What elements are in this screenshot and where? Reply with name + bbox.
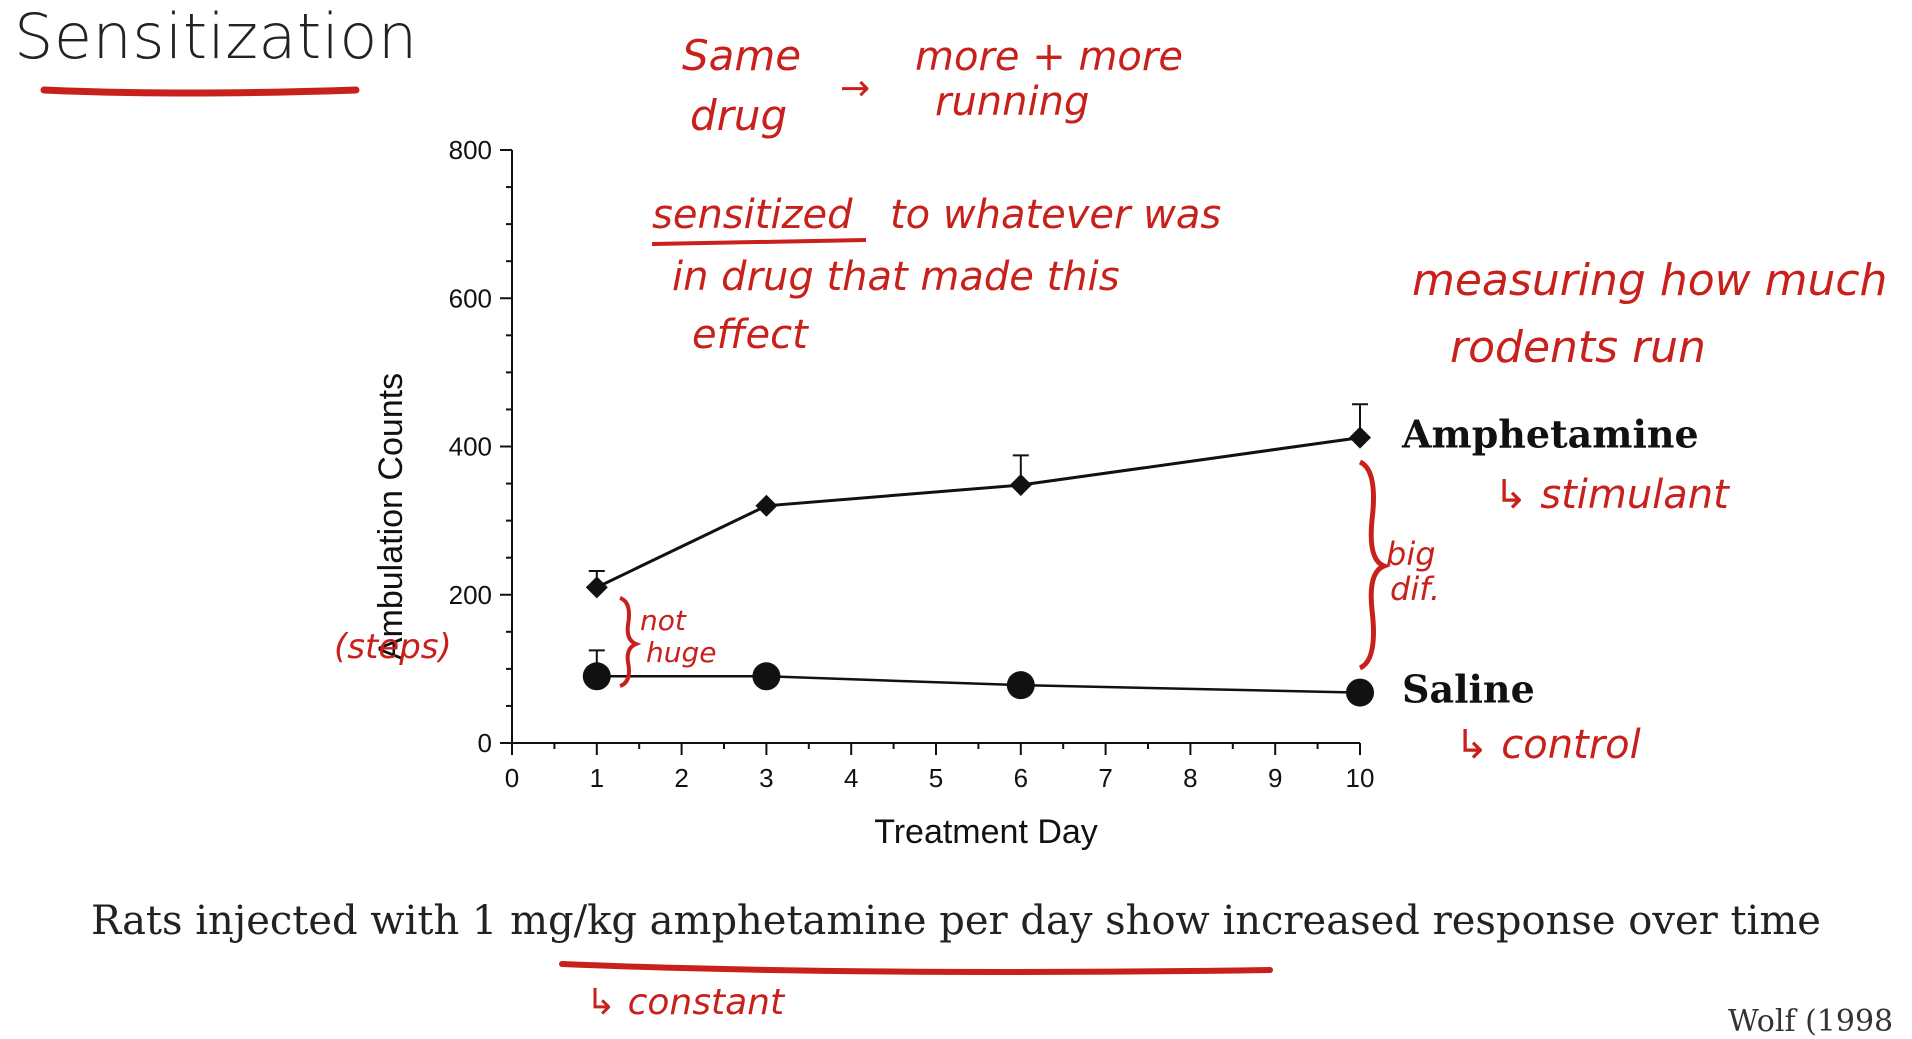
note-running: running <box>935 79 1089 125</box>
chart-caption: Rats injected with 1 mg/kg amphetamine p… <box>91 898 1821 944</box>
sensitized-underline <box>651 238 867 246</box>
x-tick-label: 0 <box>505 763 519 793</box>
y-tick-label: 400 <box>449 432 492 462</box>
y-tick-label: 0 <box>478 728 492 758</box>
x-tick-label: 9 <box>1268 763 1282 793</box>
x-tick-label: 3 <box>759 763 773 793</box>
y-tick-label: 200 <box>449 580 492 610</box>
big-diff-brace <box>1358 459 1392 671</box>
saline-series-label: Saline <box>1402 667 1535 712</box>
note-constant: ↳ constant <box>586 982 786 1023</box>
chart-axes: 0 200 400 600 800 0 1 2 3 4 5 6 7 8 9 10 Treatment Day Am… <box>372 135 1374 851</box>
note-steps: (steps) <box>334 627 452 667</box>
x-tick-label: 4 <box>844 763 858 793</box>
amphetamine-point <box>1009 474 1032 497</box>
x-tick-label: 2 <box>674 763 688 793</box>
x-tick-label: 1 <box>590 763 604 793</box>
note-more-more: more + more <box>915 34 1183 80</box>
amphetamine-point <box>755 494 778 517</box>
x-axis-label: Treatment Day <box>874 813 1098 851</box>
y-axis-label: Ambulation Counts <box>372 373 410 660</box>
not-huge-brace <box>619 596 642 688</box>
amphetamine-point <box>1349 426 1371 449</box>
page-title: Sensitization <box>14 0 418 73</box>
note-in-drug: in drug that made this <box>672 254 1120 300</box>
amphetamine-point <box>585 576 608 599</box>
note-sensitized: sensitized <box>652 192 853 238</box>
x-tick-label: 5 <box>929 763 943 793</box>
saline-point <box>582 662 611 691</box>
note-dif: dif. <box>1390 570 1440 608</box>
note-big: big <box>1386 535 1436 573</box>
y-tick-label: 800 <box>449 135 492 165</box>
annotations: Same drug → more + more running sensitiz… <box>334 31 1887 1023</box>
saline-point <box>1346 678 1374 707</box>
saline-point <box>752 662 781 691</box>
amphetamine-series-label: Amphetamine <box>1401 412 1699 457</box>
amphetamine-line <box>596 436 1361 589</box>
note-arrow: → <box>840 68 870 109</box>
note-drug: drug <box>690 91 787 140</box>
note-whatever: to whatever was <box>890 192 1221 238</box>
x-tick-label: 6 <box>1014 763 1028 793</box>
note-control: ↳ control <box>1455 722 1641 768</box>
title-underline <box>40 86 360 97</box>
series-labels: Amphetamine Saline <box>1401 412 1699 712</box>
note-same: Same <box>682 31 801 80</box>
note-not: not <box>640 604 687 637</box>
note-rodents: rodents run <box>1450 322 1706 373</box>
note-effect: effect <box>692 312 809 358</box>
x-tick-label: 7 <box>1098 763 1112 793</box>
note-huge: huge <box>646 636 717 669</box>
note-measuring: measuring how much <box>1412 255 1887 306</box>
caption-underline <box>559 961 1273 975</box>
x-tick-label: 8 <box>1183 763 1197 793</box>
citation: Wolf (1998 <box>1728 1004 1894 1039</box>
series-markers <box>582 426 1374 707</box>
saline-line <box>596 675 1361 694</box>
x-tick-label: 10 <box>1346 763 1375 793</box>
series-lines <box>596 436 1361 694</box>
saline-point <box>1006 671 1035 700</box>
note-stimulant: ↳ stimulant <box>1494 472 1730 518</box>
y-tick-label: 600 <box>449 283 492 313</box>
